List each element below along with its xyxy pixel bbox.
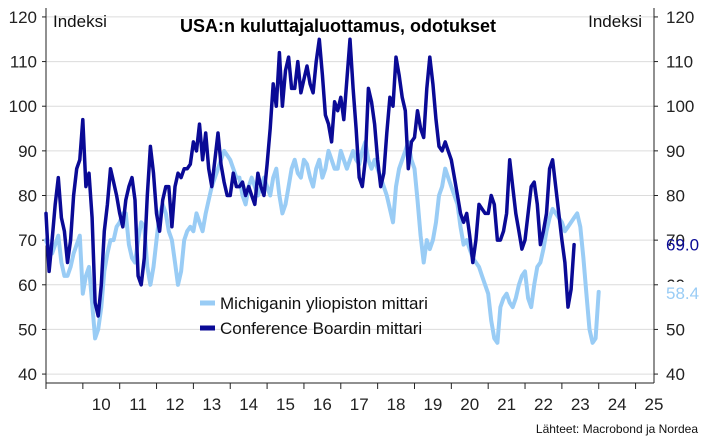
y-tick-label-right: 120 xyxy=(666,8,694,27)
y-tick-label-left: 110 xyxy=(10,53,37,72)
x-tick-label: 20 xyxy=(460,395,479,414)
y-tick-label-left: 70 xyxy=(18,231,37,250)
y-unit-right: Indeksi xyxy=(588,12,642,31)
y-tick-label-right: 100 xyxy=(666,97,694,116)
x-tick-label: 16 xyxy=(313,395,332,414)
axes xyxy=(42,8,658,389)
x-tick-label: 19 xyxy=(423,395,442,414)
y-tick-label-left: 50 xyxy=(18,320,37,339)
end-label-michigan-bg xyxy=(662,281,708,304)
y-tick-label-left: 80 xyxy=(18,187,37,206)
y-tick-label-right: 80 xyxy=(666,187,685,206)
x-tick-label: 12 xyxy=(166,395,185,414)
y-tick-label-left: 60 xyxy=(18,276,37,295)
x-tick-label: 25 xyxy=(645,395,664,414)
y-tick-label-left: 40 xyxy=(18,365,37,384)
y-tick-label-right: 70 xyxy=(666,231,685,250)
x-tick-label: 13 xyxy=(202,395,221,414)
x-tick-label: 24 xyxy=(608,395,627,414)
y-tick-label-right: 40 xyxy=(666,365,685,384)
end-value-labels: 69.0 58.4 xyxy=(662,236,708,304)
y-tick-label-right: 50 xyxy=(666,320,685,339)
x-tick-label: 22 xyxy=(534,395,553,414)
end-label-conference-board: 69.0 xyxy=(666,236,699,255)
x-tick-label: 21 xyxy=(497,395,516,414)
x-axis-tick-labels: 10 11 12 13 14 15 16 17 18 19 20 21 22 23 24 25 xyxy=(92,395,664,414)
x-tick-label: 17 xyxy=(350,395,369,414)
x-tick-label: 14 xyxy=(239,395,258,414)
legend-label-conference-board: Conference Boardin mittari xyxy=(220,319,422,338)
x-tick-label: 10 xyxy=(92,395,111,414)
x-tick-label: 23 xyxy=(571,395,590,414)
x-tick-label: 15 xyxy=(276,395,295,414)
x-tick-label: 11 xyxy=(129,395,147,414)
legend-label-michigan: Michiganin yliopiston mittari xyxy=(220,294,428,313)
series-lines xyxy=(44,37,601,345)
y-tick-label-left: 100 xyxy=(9,97,37,116)
series-conference-board-line xyxy=(44,37,576,318)
y-axis-left-tick-labels: 40 50 60 70 80 90 100 110 120 xyxy=(9,8,37,384)
y-unit-left: Indeksi xyxy=(53,12,107,31)
y-tick-label-right: 90 xyxy=(666,142,685,161)
y-tick-label-left: 120 xyxy=(9,8,37,27)
x-tick-label: 18 xyxy=(387,395,406,414)
legend: Michiganin yliopiston mittari Conference… xyxy=(200,294,428,338)
y-tick-label-right: 110 xyxy=(666,53,693,72)
end-label-michigan: 58.4 xyxy=(666,284,699,303)
chart-title: USA:n kuluttajaluottamus, odotukset xyxy=(180,16,496,36)
y-tick-label-left: 90 xyxy=(18,142,37,161)
source-note: Lähteet: Macrobond ja Nordea xyxy=(536,422,698,436)
